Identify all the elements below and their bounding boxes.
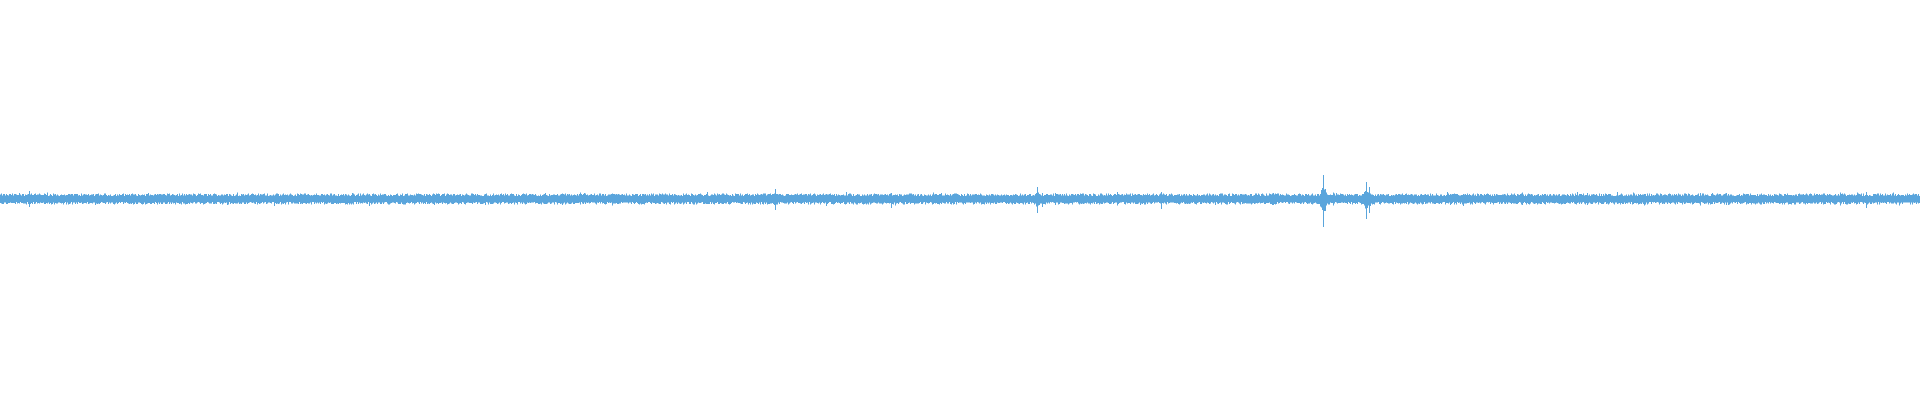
waveform-trace — [0, 175, 1920, 227]
